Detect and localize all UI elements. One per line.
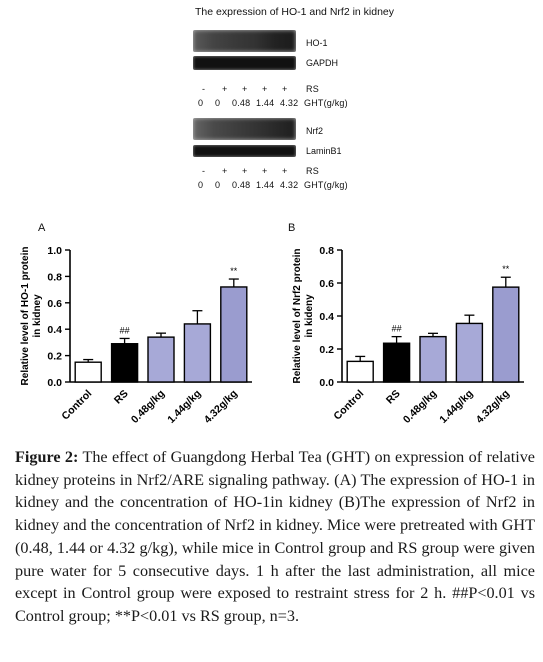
nrf2-bar-chart: 0.0 0.2 0.4 0.6 0.8 Relative level of Nrf2 pr… bbox=[292, 245, 524, 426]
bar bbox=[220, 286, 248, 383]
bar bbox=[455, 322, 484, 383]
dose-unit: GHT(g/kg) bbox=[304, 180, 348, 190]
x-tick-label: 0.48g/kg bbox=[401, 388, 439, 426]
y-tick-label: 1.0 bbox=[47, 245, 62, 257]
panel-label-b: B bbox=[288, 222, 296, 234]
x-tick-label: Control bbox=[331, 388, 366, 423]
y-tick-label: 0.8 bbox=[319, 245, 334, 257]
dose-value: 0 bbox=[198, 98, 204, 108]
y-tick-label: 0.2 bbox=[319, 344, 334, 356]
rs-sign: + bbox=[282, 166, 288, 176]
dose-value: 0 bbox=[215, 98, 221, 108]
rs-sign: - bbox=[202, 84, 206, 94]
rs-label-bottom: RS bbox=[306, 166, 319, 176]
panel-label-a: A bbox=[38, 222, 46, 234]
x-tick-label: 4.32g/kg bbox=[474, 388, 512, 426]
x-tick-label: RS bbox=[112, 388, 131, 407]
dose-value: 4.32 bbox=[280, 180, 299, 190]
rs-sign: + bbox=[282, 84, 288, 94]
rs-sign: + bbox=[242, 84, 248, 94]
y-tick-label: 0.4 bbox=[319, 311, 334, 323]
ho1-band-label: HO-1 bbox=[306, 38, 328, 48]
dose-value: 0.48 bbox=[232, 180, 251, 190]
rs-label-top: RS bbox=[306, 84, 319, 94]
y-axis-label: Relative level of Nrf2 protein bbox=[292, 248, 303, 383]
dose-value: 0 bbox=[215, 180, 221, 190]
bar bbox=[110, 343, 139, 383]
y-axis-label: in kidney bbox=[32, 294, 43, 338]
dose-row-bottom: 0 0 0.48 1.44 4.32 GHT(g/kg) bbox=[198, 180, 348, 190]
significance-label: ** bbox=[502, 264, 510, 274]
y-tick-label: 0.6 bbox=[319, 278, 334, 290]
ho1-blot-image bbox=[193, 30, 296, 52]
significance-label: ** bbox=[230, 266, 238, 276]
x-tick-label: RS bbox=[384, 388, 403, 407]
bar bbox=[419, 335, 447, 383]
bar bbox=[74, 361, 102, 383]
rs-sign: + bbox=[262, 166, 268, 176]
significance-label: ## bbox=[392, 324, 402, 334]
dose-value: 0.48 bbox=[232, 98, 251, 108]
rs-sign-row-bottom: - + + + + bbox=[202, 166, 302, 176]
x-tick-label: 1.44g/kg bbox=[437, 388, 475, 426]
dose-value: 1.44 bbox=[256, 180, 275, 190]
gapdh-band-label: GAPDH bbox=[306, 58, 339, 68]
bar bbox=[346, 360, 374, 383]
x-tick-label: 1.44g/kg bbox=[165, 388, 203, 426]
y-tick-label: 0.0 bbox=[319, 377, 334, 389]
significance-label: ## bbox=[120, 325, 130, 335]
caption-label: Figure 2: bbox=[15, 448, 79, 466]
x-tick-label: 4.32g/kg bbox=[202, 388, 240, 426]
ho1-bar-chart: 0.0 0.2 0.4 0.6 0.8 1.0 Relative level of HO-1… bbox=[20, 245, 252, 426]
rs-sign: - bbox=[202, 166, 206, 176]
laminb1-blot-image bbox=[193, 145, 296, 157]
rs-sign: + bbox=[222, 166, 228, 176]
dose-value: 4.32 bbox=[280, 98, 299, 108]
y-tick-label: 0.6 bbox=[47, 298, 62, 310]
x-tick-label: 0.48g/kg bbox=[129, 388, 167, 426]
rs-sign: + bbox=[222, 84, 228, 94]
bar bbox=[183, 323, 212, 383]
y-tick-label: 0.2 bbox=[47, 351, 62, 363]
y-tick-label: 0.8 bbox=[47, 271, 62, 283]
y-axis-label: Relative level of HO-1 protein bbox=[20, 247, 31, 386]
bar bbox=[492, 286, 520, 383]
nrf2-blot-image bbox=[193, 118, 296, 140]
nrf2-band-label: Nrf2 bbox=[306, 126, 324, 136]
y-tick-label: 0.4 bbox=[47, 324, 62, 336]
rs-sign: + bbox=[242, 166, 248, 176]
figure-caption: Figure 2: The effect of Guangdong Herbal… bbox=[15, 446, 535, 628]
bar bbox=[147, 336, 175, 383]
caption-text: The effect of Guangdong Herbal Tea (GHT)… bbox=[15, 448, 535, 625]
gapdh-blot-image bbox=[193, 56, 296, 70]
rs-sign: + bbox=[262, 84, 268, 94]
y-axis-label: in kideny bbox=[304, 294, 315, 338]
laminb1-band-label: LaminB1 bbox=[306, 146, 342, 156]
figure-title: The expression of HO-1 and Nrf2 in kidne… bbox=[195, 6, 395, 18]
y-tick-label: 0.0 bbox=[47, 377, 62, 389]
bar bbox=[382, 342, 411, 383]
dose-value: 1.44 bbox=[256, 98, 275, 108]
dose-row-top: 0 0 0.48 1.44 4.32 GHT(g/kg) bbox=[198, 98, 348, 108]
dose-value: 0 bbox=[198, 180, 204, 190]
rs-sign-row-top: - + + + + bbox=[202, 84, 302, 94]
x-tick-label: Control bbox=[59, 388, 94, 423]
dose-unit: GHT(g/kg) bbox=[304, 98, 348, 108]
